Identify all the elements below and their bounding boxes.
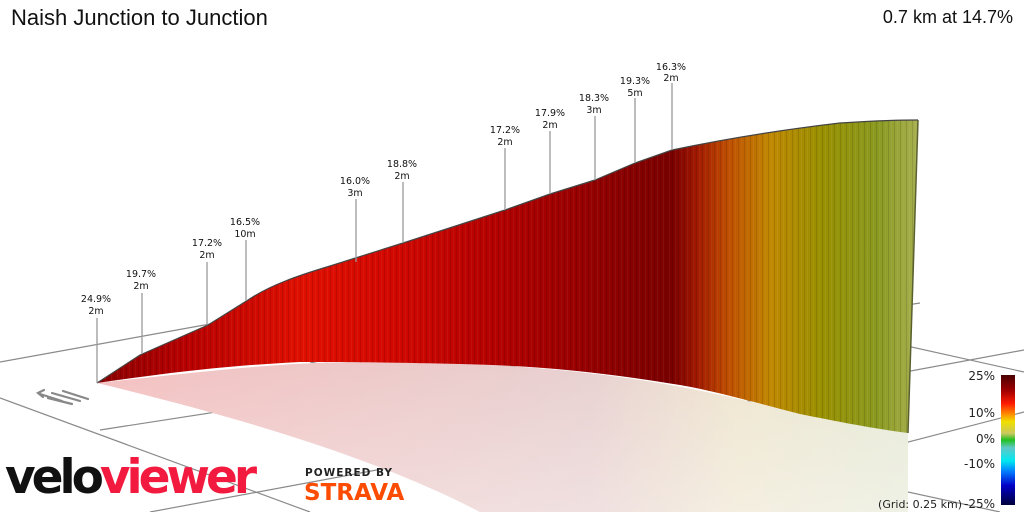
annotation-labels: 24.9%2m 19.7%2m 17.2%2m 16.5%10m 16.0%3m… [81, 62, 686, 317]
svg-text:2m: 2m [394, 171, 409, 182]
legend-label-neg25: -25% [964, 497, 995, 511]
annotation-1: 24.9%2m [81, 294, 111, 317]
annotation-5: 16.0%3m [340, 176, 370, 199]
svg-text:3m: 3m [347, 188, 362, 199]
segment-summary: 0.7 km at 14.7% [882, 7, 1013, 27]
svg-text:3m: 3m [586, 105, 601, 116]
svg-text:16.3%: 16.3% [656, 62, 686, 73]
svg-text:2m: 2m [663, 73, 678, 84]
svg-text:18.3%: 18.3% [579, 93, 609, 104]
annotation-4: 16.5%10m [230, 217, 260, 240]
svg-text:2m: 2m [88, 306, 103, 317]
logo-velo: velo [5, 450, 104, 505]
svg-text:24.9%: 24.9% [81, 294, 111, 305]
powered-by-label: POWERED BY [305, 467, 394, 479]
annotation-10: 19.3%5m [620, 76, 650, 99]
annotation-2: 19.7%2m [126, 269, 156, 292]
legend-label-25: 25% [968, 369, 995, 383]
annotation-8: 17.9%2m [535, 108, 565, 131]
gradient-legend: 25% 10% 0% -10% -25% (Grid: 0.25 km) [878, 369, 1015, 511]
svg-text:2m: 2m [133, 281, 148, 292]
north-arrow-icon [35, 388, 90, 406]
annotation-7: 17.2%2m [490, 125, 520, 148]
svg-text:17.2%: 17.2% [490, 125, 520, 136]
svg-text:10m: 10m [234, 229, 255, 240]
svg-text:5m: 5m [627, 88, 642, 99]
annotation-3: 17.2%2m [192, 238, 222, 261]
svg-text:2m: 2m [497, 137, 512, 148]
svg-text:19.3%: 19.3% [620, 76, 650, 87]
svg-text:19.7%: 19.7% [126, 269, 156, 280]
legend-color-bar [1001, 375, 1015, 505]
svg-text:17.2%: 17.2% [192, 238, 222, 249]
svg-text:17.9%: 17.9% [535, 108, 565, 119]
annotation-9: 18.3%3m [579, 93, 609, 116]
svg-text:16.0%: 16.0% [340, 176, 370, 187]
legend-label-0: 0% [976, 432, 995, 446]
legend-label-10: 10% [968, 406, 995, 420]
annotation-6: 18.8%2m [387, 159, 417, 182]
legend-label-neg10: -10% [964, 457, 995, 471]
svg-text:2m: 2m [542, 120, 557, 131]
svg-text:16.5%: 16.5% [230, 217, 260, 228]
annotation-leaders [96, 83, 673, 383]
annotation-11: 16.3%2m [656, 62, 686, 84]
logo-viewer: viewer [99, 450, 257, 505]
strava-logo[interactable]: STRAVA [304, 480, 405, 506]
segment-title: Naish Junction to Junction [11, 5, 268, 30]
grid-scale-note: (Grid: 0.25 km) [878, 498, 962, 511]
svg-text:2m: 2m [199, 250, 214, 261]
svg-text:18.8%: 18.8% [387, 159, 417, 170]
veloviewer-logo[interactable]: veloviewer [5, 450, 257, 505]
